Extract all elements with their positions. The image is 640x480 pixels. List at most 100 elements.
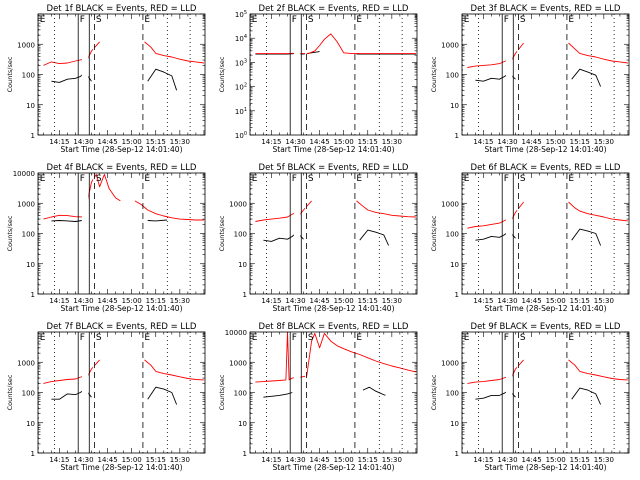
y-tick-exp: 3 — [244, 58, 247, 64]
marker-label: S — [96, 174, 102, 184]
x-ticks — [43, 332, 205, 453]
marker-label: E — [464, 15, 470, 25]
series-line-events — [147, 68, 178, 91]
y-ticks — [462, 331, 629, 454]
marker-label: F — [80, 15, 85, 25]
x-tick-label: 15:15 — [146, 138, 166, 146]
series-line-lld — [43, 41, 100, 66]
series-line-lld — [255, 33, 360, 55]
series-line-lld — [134, 200, 204, 221]
plot-area — [255, 332, 416, 453]
x-tick-label: 15:30 — [594, 456, 614, 464]
panel-frame — [461, 331, 630, 454]
series-line-lld — [568, 42, 628, 64]
x-tick-label: 14:45 — [97, 138, 117, 146]
y-tick-base: 10 — [235, 11, 244, 19]
y-tick-base: 10 — [235, 132, 244, 140]
x-ticks — [43, 14, 205, 135]
x-ticks — [467, 173, 629, 294]
data-gap — [81, 173, 89, 294]
panel-frame — [461, 13, 630, 136]
series-line-events — [571, 68, 602, 87]
series-line-events — [359, 229, 390, 246]
y-axis-label: Counts/sec — [6, 215, 14, 251]
x-axis-label: Start Time (28-Sep-12 14:01:40) — [485, 145, 607, 154]
y-tick-label: 1000 — [441, 359, 459, 367]
marker-label: E — [252, 15, 258, 25]
x-tick-label: 15:00 — [334, 297, 354, 305]
marker-label: E — [144, 333, 150, 343]
data-gap — [305, 14, 307, 135]
x-tick-label: 15:15 — [358, 456, 378, 464]
marker-label: E — [40, 333, 46, 343]
x-tick-label: 15:15 — [146, 456, 166, 464]
x-tick-label: 14:45 — [521, 297, 541, 305]
x-axis-label: Start Time (28-Sep-12 14:01:40) — [61, 463, 183, 472]
panel-det-8: Det 8f BLACK = Events, RED = LLD Counts/s… — [218, 322, 418, 472]
y-tick-label: 1 — [455, 450, 459, 458]
y-tick-base: 10 — [235, 35, 244, 43]
y-tick-base: 10 — [235, 59, 244, 67]
y-ticks — [250, 172, 417, 295]
y-tick-label: 102 — [235, 83, 247, 92]
series-line-lld — [144, 41, 204, 64]
marker-label: F — [504, 15, 509, 25]
y-tick-label: 1000 — [17, 200, 35, 208]
series-line-lld — [467, 42, 524, 68]
y-tick-label: 10 — [26, 261, 35, 269]
series-line-events — [571, 228, 602, 246]
marker-label: E — [252, 174, 258, 184]
y-tick-label: 1 — [455, 132, 459, 140]
x-tick-label: 14:45 — [309, 138, 329, 146]
y-tick-exp: 2 — [244, 83, 247, 89]
x-tick-label: 14:15 — [261, 456, 281, 464]
marker-label: S — [308, 174, 314, 184]
y-tick-label: 100 — [235, 131, 247, 140]
x-tick-label: 15:00 — [546, 297, 566, 305]
y-axis-label: Counts/sec — [218, 215, 226, 251]
data-gap — [505, 332, 513, 453]
x-tick-label: 14:45 — [521, 138, 541, 146]
marker-label: E — [464, 333, 470, 343]
y-tick-label: 100 — [234, 390, 247, 398]
x-tick-label: 15:00 — [122, 138, 142, 146]
y-tick-label: 100 — [22, 390, 35, 398]
y-tick-label: 100 — [446, 390, 459, 398]
y-axis-label: Counts/sec — [6, 56, 14, 92]
series-line-events — [571, 387, 602, 405]
y-tick-label: 10 — [238, 420, 247, 428]
x-axis-label: Start Time (28-Sep-12 14:01:40) — [61, 304, 183, 313]
plot-area — [43, 14, 204, 135]
x-tick-label: 14:30 — [497, 456, 517, 464]
series-line-events — [147, 219, 168, 222]
y-tick-label: 100 — [22, 72, 35, 80]
series-line-events — [51, 220, 82, 222]
series-line-lld — [467, 359, 524, 384]
x-tick-label: 15:15 — [570, 138, 590, 146]
x-tick-label: 15:15 — [146, 297, 166, 305]
y-tick-exp: 5 — [244, 10, 247, 16]
data-gap — [517, 173, 519, 294]
plot-area — [43, 173, 204, 294]
x-tick-label: 15:00 — [122, 297, 142, 305]
x-tick-label: 14:15 — [261, 297, 281, 305]
marker-label: F — [80, 333, 85, 343]
data-gap — [81, 332, 89, 453]
data-gap — [93, 332, 95, 453]
panel-det-4: Det 4f BLACK = Events, RED = LLD Counts/s… — [6, 163, 206, 313]
panel-title: Det 5f BLACK = Events, RED = LLD — [259, 163, 409, 173]
marker-label: E — [144, 15, 150, 25]
marker-label: E — [356, 333, 362, 343]
x-tick-label: 14:30 — [285, 138, 305, 146]
marker-label: F — [80, 174, 85, 184]
marker-label: E — [568, 174, 574, 184]
data-gap — [93, 14, 95, 135]
panel-det-5: Det 5f BLACK = Events, RED = LLD Counts/s… — [218, 163, 418, 313]
x-axis-label: Start Time (28-Sep-12 14:01:40) — [485, 304, 607, 313]
y-ticks — [462, 13, 629, 136]
series-line-events — [147, 386, 178, 405]
marker-label: S — [96, 333, 102, 343]
marker-label: E — [568, 15, 574, 25]
panel-title: Det 7f BLACK = Events, RED = LLD — [47, 322, 197, 332]
